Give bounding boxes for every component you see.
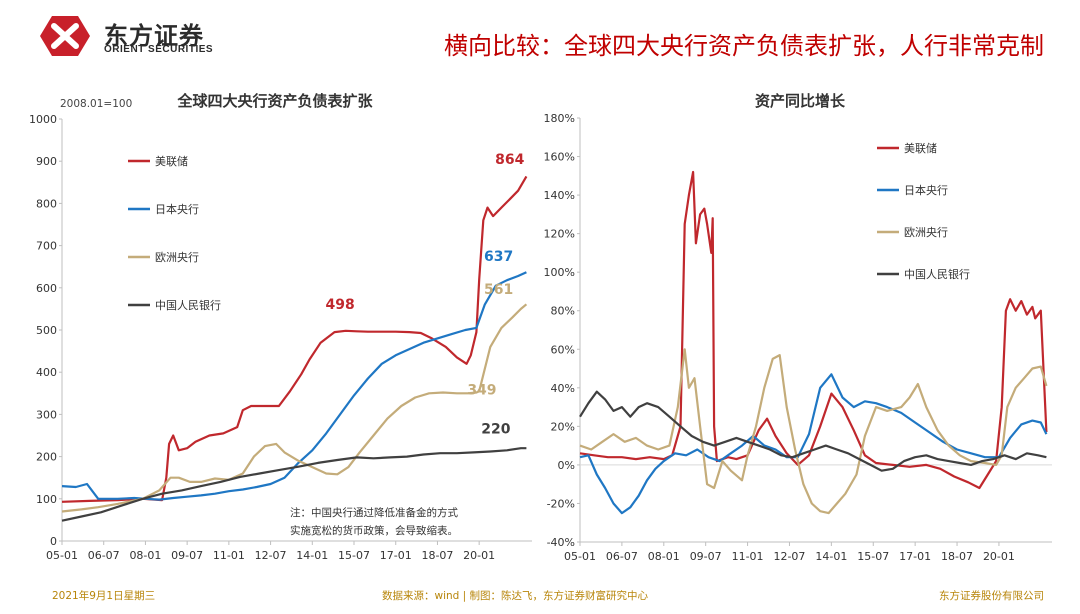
x-tick-label: 05-01 [564,550,596,563]
x-tick-label: 08-01 [648,550,680,563]
y-tick-label: 60% [551,343,575,356]
y-tick-label: 120% [544,228,575,241]
x-tick-label: 17-01 [380,549,412,562]
x-tick-label: 08-01 [129,549,161,562]
y-tick-label: 500 [36,324,57,337]
x-tick-label: 12-07 [255,549,287,562]
footer-source: 数据来源：wind | 制图：陈达飞，东方证券财富研究中心 [382,590,649,602]
series-line-3 [579,348,1048,515]
data-label: 561 [484,282,513,298]
logo-text-en: ORIENT SECURITIES [104,44,214,55]
annotation-line-1: 注：中国央行通过降低准备金的方式 [290,506,458,519]
y-tick-label: 600 [36,282,57,295]
chart-series [579,170,1048,515]
y-tick-label: 800 [36,197,57,210]
series-line-1 [579,170,1048,490]
y-tick-label: 80% [551,305,575,318]
logo-text-cn: 东方证券 [104,22,204,50]
x-tick-label: 14-01 [296,549,328,562]
x-tick-label: 11-01 [213,549,245,562]
y-tick-label: 100% [544,266,575,279]
legend-label: 中国人民银行 [155,298,221,312]
x-tick-label: 15-07 [857,550,889,563]
y-tick-label: 1000 [29,113,57,126]
data-label: 220 [481,421,510,437]
slide-title: 横向比较：全球四大央行资产负债表扩张，人行非常克制 [444,32,1044,60]
footer-company: 东方证券股份有限公司 [939,590,1044,602]
legend-label: 中国人民银行 [904,267,970,281]
x-tick-label: 14-01 [815,550,847,563]
x-tick-label: 06-07 [606,550,638,563]
chart-axes: 0 100 200 300 400 500 600 700 800 900 1000 05-01 06-… [29,113,532,562]
chart-axes: -40% -20% 0% 20% 40% 60% 80% 100% 120% 140% 160% 18… [544,112,1052,563]
legend-label: 日本央行 [904,183,948,197]
x-tick-label: 18-07 [421,549,453,562]
yoy-growth-chart: 资产同比增长 -40% -20% 0% 20% 40% 60% 80% 100% 120% 140… [544,92,1052,563]
footer-date: 2021年9月1日星期三 [52,590,156,602]
y-tick-label: 900 [36,155,57,168]
chart-title: 资产同比增长 [755,92,846,110]
data-label: 349 [467,383,496,399]
chart-series [61,175,528,522]
x-tick-label: 20-01 [983,550,1015,563]
y-tick-label: 180% [544,112,575,125]
legend-label: 美联储 [904,141,937,155]
data-label: 637 [484,249,513,265]
y-tick-label: 200 [36,451,57,464]
x-tick-label: 15-07 [338,549,370,562]
series-line-1 [61,175,528,503]
data-label: 498 [325,297,354,313]
y-tick-label: 0% [558,459,575,472]
y-tick-label: 700 [36,240,57,253]
x-tick-label: 17-01 [899,550,931,563]
y-tick-label: -20% [547,497,575,510]
balance-sheet-chart: 全球四大央行资产负债表扩张 2008.01=100 0 100 200 300 400 5… [29,92,532,562]
y-tick-label: 20% [551,420,575,433]
y-tick-label: 100 [36,493,57,506]
annotation-line-2: 实施宽松的货币政策，会导致缩表。 [290,524,458,537]
x-tick-label: 12-07 [773,550,805,563]
x-tick-label: 09-07 [690,550,722,563]
x-tick-label: 20-01 [463,549,495,562]
y-tick-label: 40% [551,382,575,395]
chart-title: 全球四大央行资产负债表扩张 [176,92,373,110]
x-tick-label: 11-01 [732,550,764,563]
unit-label: 2008.01=100 [60,98,132,110]
company-logo: 东方证券 ORIENT SECURITIES [40,14,260,60]
legend-label: 美联储 [155,154,188,168]
x-tick-label: 06-07 [88,549,120,562]
legend-label: 欧洲央行 [904,226,948,239]
series-line-4 [61,447,527,522]
x-tick-label: 18-07 [941,550,973,563]
x-tick-label: 05-01 [46,549,78,562]
data-label: 864 [495,152,524,168]
y-tick-label: 400 [36,366,57,379]
x-tick-label: 09-07 [171,549,203,562]
y-tick-label: 0 [50,535,57,548]
y-tick-label: -40% [547,536,575,549]
series-line-3 [61,303,528,513]
y-tick-label: 140% [544,189,575,202]
y-tick-label: 300 [36,408,57,421]
legend-label: 日本央行 [155,202,199,216]
y-tick-label: 160% [544,151,575,164]
legend-label: 欧洲央行 [155,251,199,264]
data-labels: 864 637 561 498 349 220 [325,152,524,437]
orient-logo-icon [40,16,90,56]
series-line-4 [579,390,1047,472]
